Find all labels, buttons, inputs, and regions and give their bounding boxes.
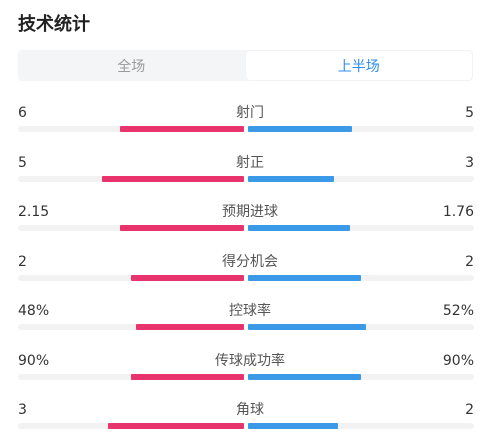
home-value: 5	[18, 155, 27, 171]
away-value: 5	[465, 105, 474, 121]
away-bar-track	[248, 423, 474, 429]
away-value: 90%	[442, 353, 474, 369]
away-bar-track	[248, 176, 474, 182]
stat-label: 传球成功率	[215, 353, 285, 369]
stat-row: 48% 控球率 52%	[0, 302, 500, 342]
stat-row: 90% 传球成功率 90%	[0, 352, 500, 392]
away-bar	[248, 225, 350, 231]
home-bar-track	[18, 324, 244, 330]
away-bar	[248, 126, 352, 132]
stat-label: 角球	[236, 402, 264, 418]
home-bar	[131, 374, 244, 380]
home-value: 90%	[18, 353, 50, 369]
away-value: 1.76	[442, 204, 474, 220]
period-tabs: 全场 上半场	[18, 50, 473, 81]
home-bar-track	[18, 126, 244, 132]
home-bar	[120, 126, 244, 132]
home-bar	[136, 324, 244, 330]
away-bar-track	[248, 126, 474, 132]
away-bar	[248, 324, 366, 330]
tab-full-match[interactable]: 全场	[117, 58, 146, 75]
away-value: 2	[465, 402, 474, 418]
stat-row: 2 得分机会 2	[0, 253, 500, 293]
away-value: 2	[465, 254, 474, 270]
stat-label: 控球率	[229, 303, 271, 319]
stat-label: 得分机会	[222, 254, 278, 270]
home-value: 2.15	[18, 204, 50, 220]
home-bar	[120, 225, 244, 231]
tab-first-half[interactable]: 上半场	[245, 51, 472, 80]
away-bar	[248, 423, 338, 429]
home-bar-track	[18, 374, 244, 380]
stat-row: 5 射正 3	[0, 154, 500, 194]
home-bar-track	[18, 176, 244, 182]
stat-label: 射正	[236, 155, 264, 171]
home-value: 3	[18, 402, 27, 418]
home-bar	[108, 423, 244, 429]
stat-row: 6 射门 5	[0, 104, 500, 144]
home-bar-track	[18, 275, 244, 281]
away-value: 3	[465, 155, 474, 171]
stat-label: 预期进球	[222, 204, 278, 220]
away-bar	[248, 374, 361, 380]
home-bar	[102, 176, 244, 182]
home-value: 2	[18, 254, 27, 270]
away-bar-track	[248, 374, 474, 380]
home-value: 6	[18, 105, 27, 121]
stat-row: 3 角球 2	[0, 401, 500, 441]
home-bar-track	[18, 423, 244, 429]
away-bar-track	[248, 324, 474, 330]
away-bar-track	[248, 275, 474, 281]
home-bar-track	[18, 225, 244, 231]
home-value: 48%	[18, 303, 50, 319]
away-bar-track	[248, 225, 474, 231]
stat-row: 2.15 预期进球 1.76	[0, 203, 500, 243]
away-bar	[248, 176, 334, 182]
away-bar	[248, 275, 361, 281]
home-bar	[131, 275, 244, 281]
section-title: 技术统计	[18, 14, 90, 35]
away-value: 52%	[442, 303, 474, 319]
stat-label: 射门	[236, 105, 264, 121]
